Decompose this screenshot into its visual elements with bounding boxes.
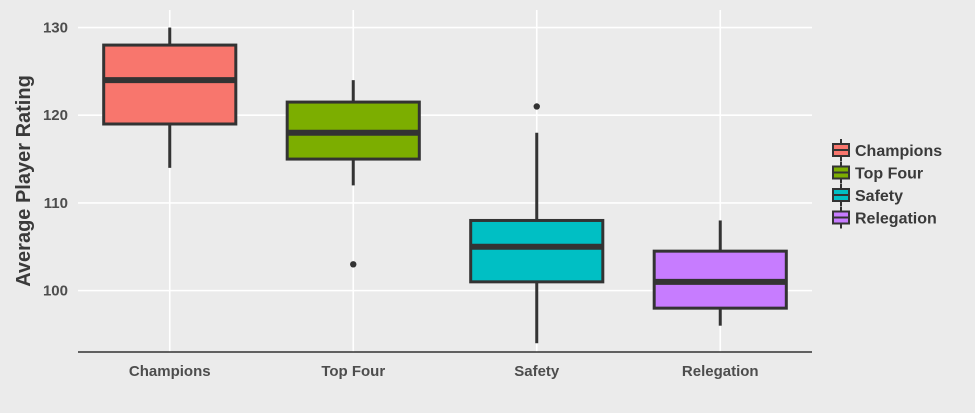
legend-label: Safety <box>855 188 903 205</box>
legend-label: Top Four <box>855 166 923 183</box>
box-relegation <box>652 220 788 326</box>
legend-label: Relegation <box>855 211 937 228</box>
y-axis-title: Average Player Rating <box>13 75 35 287</box>
box-iqr <box>102 43 238 126</box>
legend-item-safety: Safety <box>832 184 903 206</box>
x-tick-label: Champions <box>129 363 211 380</box>
outlier-point <box>350 261 357 268</box>
y-tick-label: 130 <box>43 20 68 37</box>
y-tick-label: 110 <box>44 195 68 212</box>
box-top-four <box>285 80 421 268</box>
box-champions <box>102 27 238 168</box>
outlier-point <box>533 103 540 110</box>
legend-item-champions: Champions <box>832 139 942 161</box>
boxes <box>102 27 788 344</box>
legend-item-relegation: Relegation <box>832 206 937 229</box>
x-tick-label: Top Four <box>321 363 385 380</box>
legend-label: Champions <box>855 143 942 160</box>
box-iqr <box>469 218 605 284</box>
legend-item-top-four: Top Four <box>832 161 923 184</box>
legend: Champions Top Four Safety Relegation <box>832 139 942 229</box>
box-safety <box>469 103 605 344</box>
y-tick-label: 120 <box>43 107 68 124</box>
x-tick-label: Safety <box>514 363 560 380</box>
y-tick-label: 100 <box>43 283 68 300</box>
x-tick-label: Relegation <box>682 363 759 380</box>
y-tick-labels: 100 110 120 130 <box>43 20 68 300</box>
x-tick-labels: Champions Top Four Safety Relegation <box>129 363 759 380</box>
